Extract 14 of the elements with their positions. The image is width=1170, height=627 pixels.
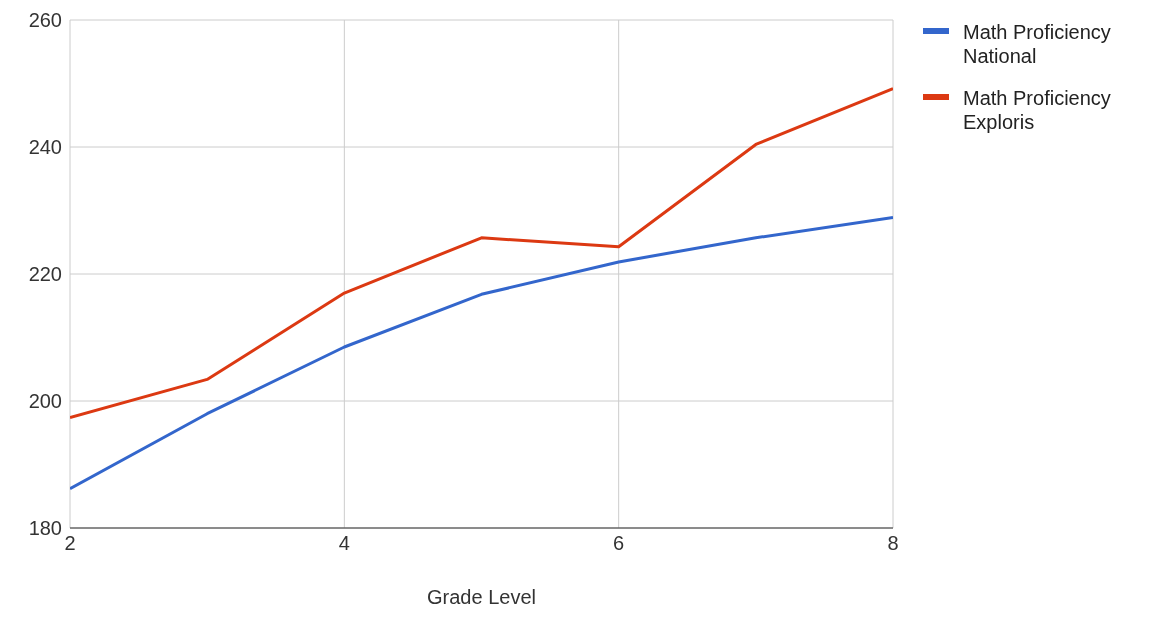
y-tick-label: 180: [28, 517, 62, 540]
x-axis-title: Grade Level: [427, 586, 536, 608]
y-tick-label: 220: [28, 263, 62, 286]
x-tick-label: 2: [64, 532, 76, 555]
y-tick-label: 240: [28, 136, 62, 159]
legend-label: Math Proficiency National: [963, 20, 1112, 68]
x-tick-label: 6: [613, 532, 625, 555]
x-tick-label: 4: [338, 532, 350, 555]
y-tick-label: 260: [28, 9, 62, 32]
line-series: [70, 215, 893, 491]
line-series: [70, 87, 893, 420]
legend-label: Math Proficiency Exploris: [963, 86, 1112, 134]
x-tick-label: 8: [887, 532, 899, 555]
y-tick-label: 200: [28, 390, 62, 413]
